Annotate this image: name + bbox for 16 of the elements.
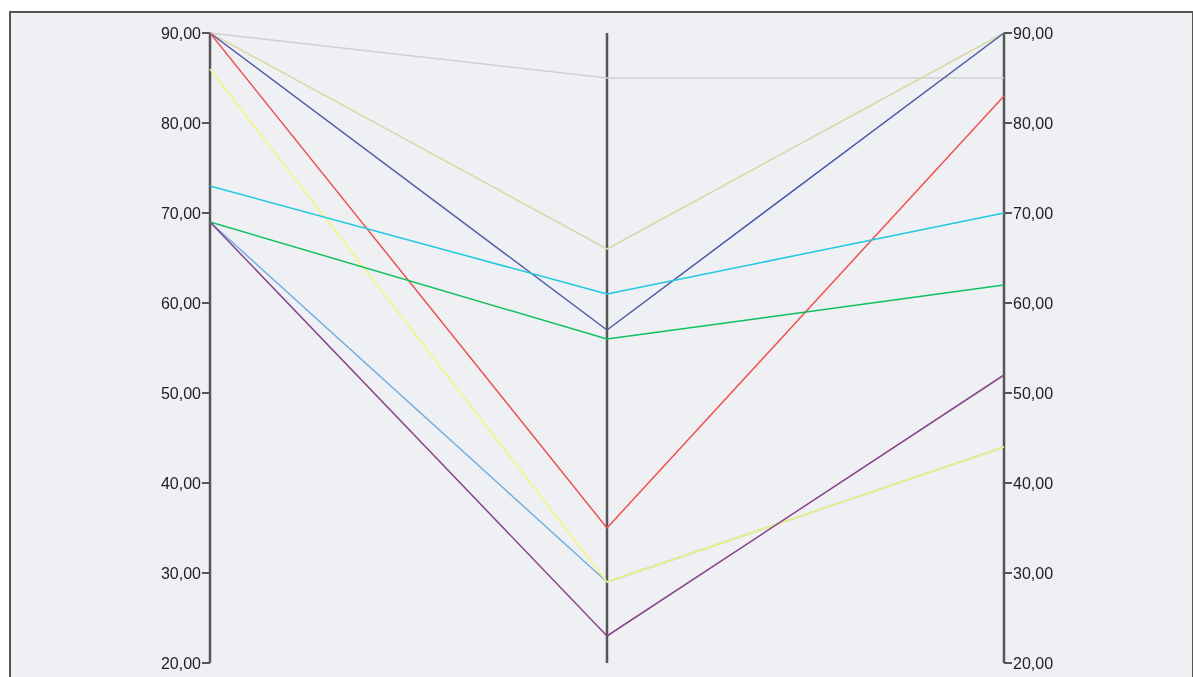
y2-tick-label: 20,00 — [1013, 654, 1054, 672]
y-tick-label: 90,00 — [160, 24, 202, 42]
y-tick-label: 30,00 — [160, 564, 202, 582]
y-tick-label: 50,00 — [160, 384, 202, 402]
y2-tick-label: 70,00 — [1013, 204, 1054, 222]
y-tick-label: 40,00 — [160, 474, 202, 492]
y-tick-label: 60,00 — [160, 294, 202, 312]
y-tick-label: 70,00 — [160, 204, 202, 222]
y2-tick-label: 50,00 — [1013, 384, 1054, 402]
y-tick-label: 80,00 — [160, 114, 202, 132]
y2-tick-label: 90,00 — [1013, 24, 1054, 42]
y2-tick-label: 30,00 — [1013, 564, 1054, 582]
y2-tick-label: 80,00 — [1013, 114, 1054, 132]
y2-tick-label: 60,00 — [1013, 294, 1054, 312]
y2-tick-label: 40,00 — [1013, 474, 1054, 492]
y-tick-label: 20,00 — [160, 654, 202, 672]
